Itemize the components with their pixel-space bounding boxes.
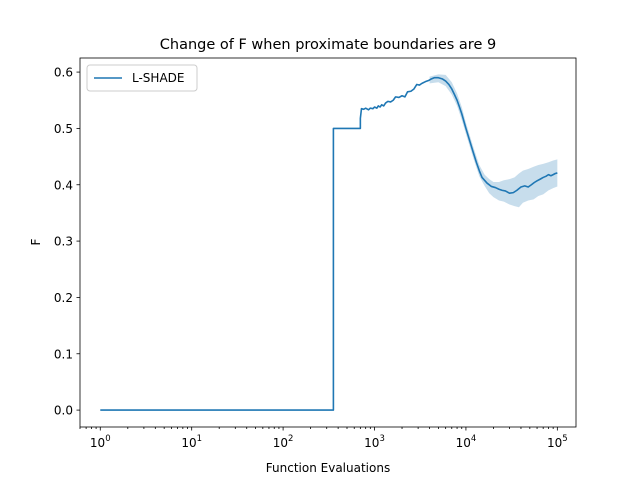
legend-label: L-SHADE	[132, 71, 184, 85]
series-line-layer	[100, 76, 558, 411]
y-tick-label: 0.3	[54, 235, 73, 249]
x-axis-ticks: 100 101 102 103 104 105	[79, 427, 568, 450]
x-tick-label: 101	[181, 434, 202, 450]
x-tick-label: 100	[90, 434, 111, 450]
legend-box	[86, 64, 198, 92]
confidence-band-layer	[429, 74, 558, 208]
chart-title: Change of F when proximate boundaries ar…	[160, 37, 496, 53]
y-tick-label: 0.5	[54, 122, 73, 136]
x-tick-label: 105	[547, 434, 568, 450]
y-axis-ticks: 0.0 0.1 0.2 0.3 0.4 0.5 0.6	[54, 66, 80, 418]
series-confidence-band	[429, 74, 558, 208]
plot-frame	[79, 57, 577, 428]
x-tick-label: 103	[364, 434, 385, 450]
legend: L-SHADE	[86, 64, 198, 92]
x-tick-label: 104	[456, 434, 477, 450]
y-tick-label: 0.1	[54, 347, 73, 361]
y-axis-label: F	[29, 238, 43, 245]
y-tick-label: 0.2	[54, 291, 73, 305]
x-tick-label: 102	[273, 434, 294, 450]
x-axis-label: Function Evaluations	[266, 461, 390, 475]
series-line	[100, 76, 558, 411]
y-tick-label: 0.6	[54, 66, 73, 80]
y-tick-label: 0.0	[54, 404, 73, 418]
y-tick-label: 0.4	[54, 178, 73, 192]
